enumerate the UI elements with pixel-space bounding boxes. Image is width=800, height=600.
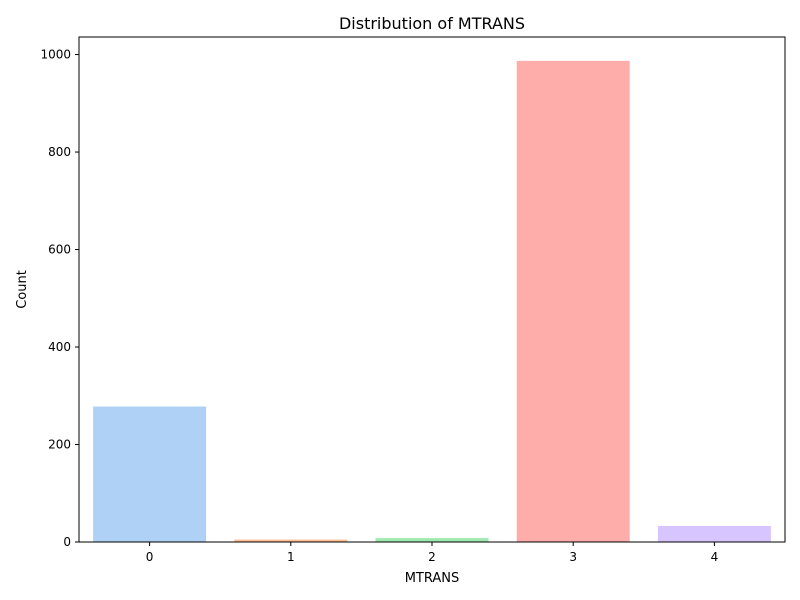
y-tick-label-800: 800: [48, 145, 71, 159]
bar-0: [93, 406, 207, 542]
x-tick-label-0: 0: [146, 550, 154, 564]
chart-title: Distribution of MTRANS: [339, 14, 525, 33]
x-axis-label: MTRANS: [405, 571, 460, 586]
x-tick-label-3: 3: [569, 550, 577, 564]
y-tick-label-600: 600: [48, 243, 71, 257]
y-tick-label-200: 200: [48, 438, 71, 452]
y-axis-ticks: 0 200 400 600 800 1000: [40, 48, 79, 549]
y-tick-label-1000: 1000: [40, 48, 71, 62]
y-axis-label: Count: [15, 270, 30, 309]
x-tick-label-1: 1: [287, 550, 295, 564]
y-tick-label-400: 400: [48, 340, 71, 354]
plot-frame: [78, 36, 786, 543]
bar-1: [234, 539, 348, 542]
bar-2: [375, 538, 489, 542]
x-tick-label-2: 2: [428, 550, 436, 564]
bars-group: [93, 60, 771, 543]
y-tick-label-0: 0: [63, 535, 71, 549]
x-tick-label-4: 4: [711, 550, 719, 564]
bar-4: [657, 525, 771, 542]
bar-3: [516, 60, 630, 543]
x-axis-ticks: 0 1 2 3 4: [146, 542, 718, 564]
